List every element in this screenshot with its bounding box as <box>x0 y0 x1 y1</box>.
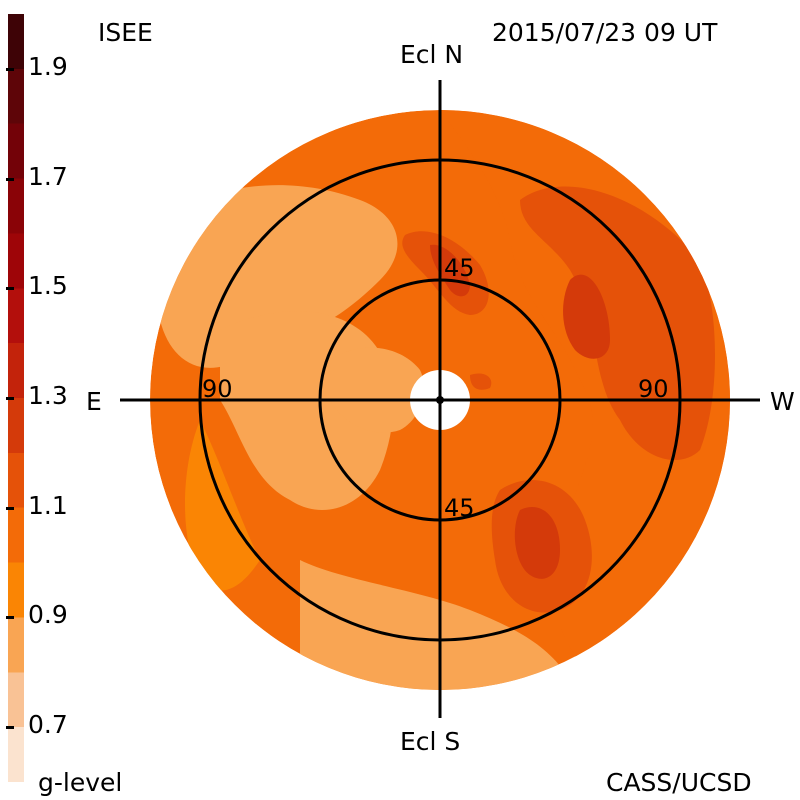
label-45-bottom: 45 <box>444 494 475 522</box>
label-ecl-north: Ecl N <box>400 40 463 69</box>
source-label: ISEE <box>98 18 153 47</box>
colorbar-tick <box>6 726 14 730</box>
colorbar-tick-label: 1.5 <box>28 271 68 301</box>
contour-center-dark <box>470 373 492 390</box>
contour-southeast <box>185 420 260 591</box>
contour-west-inner <box>520 186 715 460</box>
colorbar-tick <box>6 177 14 181</box>
colorbar-label: g-level <box>38 768 123 797</box>
colorbar-tick-label: 1.1 <box>28 490 68 520</box>
colorbar-tick <box>6 397 14 400</box>
colorbar-tick-label: 1.3 <box>28 381 68 410</box>
colorbar-tick-label: 0.7 <box>28 710 68 740</box>
colorbar <box>8 14 24 782</box>
label-90-left: 90 <box>202 375 233 403</box>
contour-east-light <box>160 185 398 368</box>
credit-label: CASS/UCSD <box>606 768 752 797</box>
colorbar-tick-label: 1.7 <box>28 161 68 191</box>
colorbar-tick <box>6 287 14 291</box>
contour-center-bright <box>330 347 424 433</box>
label-45-top: 45 <box>444 254 475 282</box>
colorbar-tick-label: 0.9 <box>28 600 68 630</box>
label-east: E <box>86 387 102 416</box>
contour-sw-core <box>514 506 560 579</box>
colorbar-tick <box>6 616 14 620</box>
label-west: W <box>770 387 795 416</box>
label-ecl-south: Ecl S <box>400 727 460 756</box>
colorbar-tick-label: 1.9 <box>28 51 68 81</box>
colorbar-tick <box>6 506 14 510</box>
colorbar-tick <box>6 67 14 71</box>
contour-west-core <box>563 274 610 359</box>
timestamp: 2015/07/23 09 UT <box>492 18 718 47</box>
label-90-right: 90 <box>638 375 669 403</box>
